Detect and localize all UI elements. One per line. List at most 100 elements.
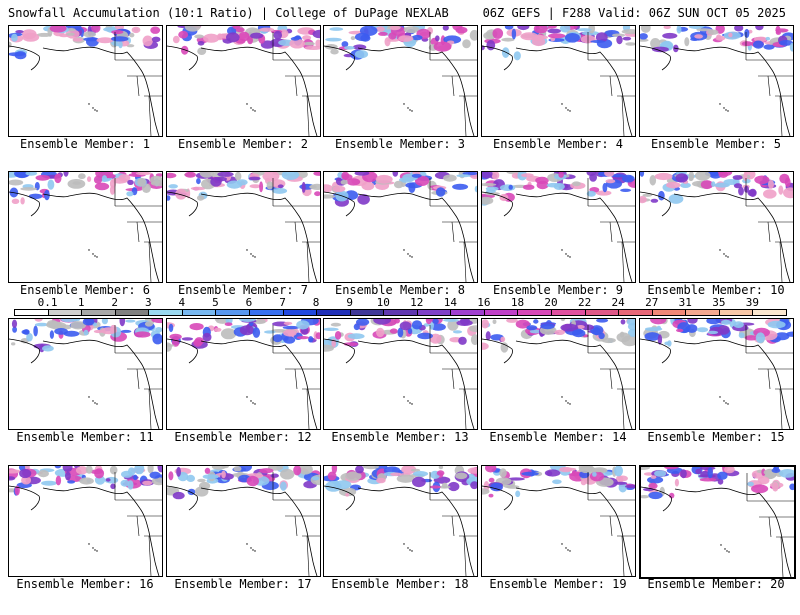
political-border bbox=[463, 95, 467, 136]
snowfall-area bbox=[469, 29, 477, 41]
map-outlines bbox=[641, 473, 794, 577]
snowfall-area bbox=[296, 320, 310, 330]
snowfall-area bbox=[767, 320, 786, 329]
island bbox=[411, 256, 413, 258]
legend-tick-label: 0.1 bbox=[37, 296, 58, 309]
snowfall-area bbox=[42, 345, 54, 352]
legend-tick-label: 16 bbox=[477, 296, 491, 309]
island bbox=[254, 256, 256, 258]
snowfall-area bbox=[281, 172, 300, 180]
snowfall-field bbox=[172, 26, 320, 55]
snowfall-area bbox=[9, 469, 21, 474]
snowfall-area bbox=[620, 319, 626, 325]
island bbox=[94, 255, 96, 257]
ensemble-panel: Ensemble Member: 16 bbox=[8, 465, 163, 615]
political-border bbox=[621, 95, 625, 136]
snowfall-area bbox=[79, 477, 94, 485]
snowfall-area bbox=[508, 184, 513, 190]
snowfall-area bbox=[499, 184, 516, 191]
island bbox=[724, 548, 726, 550]
island bbox=[254, 110, 256, 112]
political-border bbox=[306, 95, 310, 136]
snowfall-area bbox=[610, 174, 626, 178]
snowfall-area bbox=[61, 319, 77, 323]
snowfall-area bbox=[779, 40, 793, 46]
snowfall-area bbox=[252, 327, 261, 338]
snowfall-area bbox=[435, 35, 440, 42]
snowfall-area bbox=[184, 26, 201, 32]
snowfall-area bbox=[564, 33, 580, 43]
snowfall-area bbox=[277, 184, 284, 189]
snowfall-area bbox=[733, 321, 744, 328]
snowfall-area bbox=[501, 37, 515, 42]
island bbox=[94, 402, 96, 404]
snowfall-area bbox=[707, 467, 713, 479]
snowfall-area bbox=[270, 473, 279, 478]
ensemble-panel: Ensemble Member: 10 bbox=[639, 171, 794, 321]
island bbox=[727, 256, 729, 258]
snowfall-area bbox=[151, 36, 161, 43]
snowfall-area bbox=[330, 48, 339, 55]
snowfall-area bbox=[238, 31, 250, 42]
political-border bbox=[463, 535, 467, 576]
legend-swatch bbox=[47, 309, 83, 316]
snowfall-map bbox=[8, 171, 163, 283]
snowfall-area bbox=[504, 26, 514, 30]
snowfall-area bbox=[407, 327, 413, 335]
map-outlines bbox=[640, 178, 793, 282]
snowfall-area bbox=[376, 26, 385, 32]
snowfall-area bbox=[78, 173, 86, 180]
snowfall-area bbox=[507, 477, 525, 481]
snowfall-area bbox=[474, 185, 477, 193]
snowfall-area bbox=[500, 336, 506, 342]
snowfall-area bbox=[491, 172, 500, 180]
snowfall-area bbox=[169, 333, 182, 340]
island bbox=[96, 403, 98, 405]
snowfall-area bbox=[301, 181, 306, 193]
snowfall-area bbox=[246, 475, 259, 487]
map-canvas bbox=[324, 26, 477, 136]
snowfall-area bbox=[676, 26, 682, 34]
snowfall-area bbox=[675, 173, 689, 183]
legend-tick-label: 12 bbox=[410, 296, 424, 309]
snowfall-area bbox=[733, 183, 743, 189]
island bbox=[723, 107, 725, 109]
legend-swatch bbox=[752, 309, 787, 316]
snowfall-area bbox=[425, 319, 432, 325]
political-border bbox=[451, 515, 455, 537]
snowfall-map bbox=[639, 171, 794, 283]
snowfall-area bbox=[41, 480, 57, 486]
snowfall-area bbox=[149, 471, 161, 479]
snowfall-map bbox=[481, 465, 636, 577]
legend-tick-label: 35 bbox=[712, 296, 726, 309]
snowfall-map bbox=[481, 318, 636, 430]
snowfall-area bbox=[347, 333, 365, 340]
snowfall-area bbox=[778, 185, 784, 195]
snowfall-field bbox=[641, 467, 794, 500]
snowfall-area bbox=[341, 172, 350, 180]
snowfall-area bbox=[553, 183, 565, 190]
snowfall-area bbox=[455, 26, 468, 34]
snowfall-area bbox=[658, 190, 665, 201]
snowfall-field bbox=[640, 172, 793, 204]
island bbox=[569, 110, 571, 112]
island bbox=[561, 543, 563, 545]
snowfall-area bbox=[500, 342, 509, 353]
snowfall-area bbox=[280, 481, 287, 491]
legend-tick-label: 22 bbox=[577, 296, 592, 309]
snowfall-area bbox=[578, 466, 593, 473]
map-canvas bbox=[324, 319, 477, 429]
snowfall-area bbox=[397, 327, 404, 338]
ensemble-member-label: Ensemble Member: 4 bbox=[492, 137, 624, 151]
snowfall-area bbox=[732, 175, 743, 180]
ensemble-panel: Ensemble Member: 7 bbox=[166, 171, 321, 321]
snowfall-map bbox=[8, 318, 163, 430]
snowfall-area bbox=[774, 332, 790, 341]
run-info: 06Z GEFS | F288 Valid: 06Z SUN OCT 05 20… bbox=[482, 6, 786, 20]
snowfall-area bbox=[211, 466, 226, 470]
snowfall-area bbox=[388, 32, 397, 40]
snowfall-area bbox=[327, 471, 337, 481]
snowfall-area bbox=[743, 172, 748, 182]
island bbox=[569, 256, 571, 258]
coastline bbox=[167, 45, 318, 136]
